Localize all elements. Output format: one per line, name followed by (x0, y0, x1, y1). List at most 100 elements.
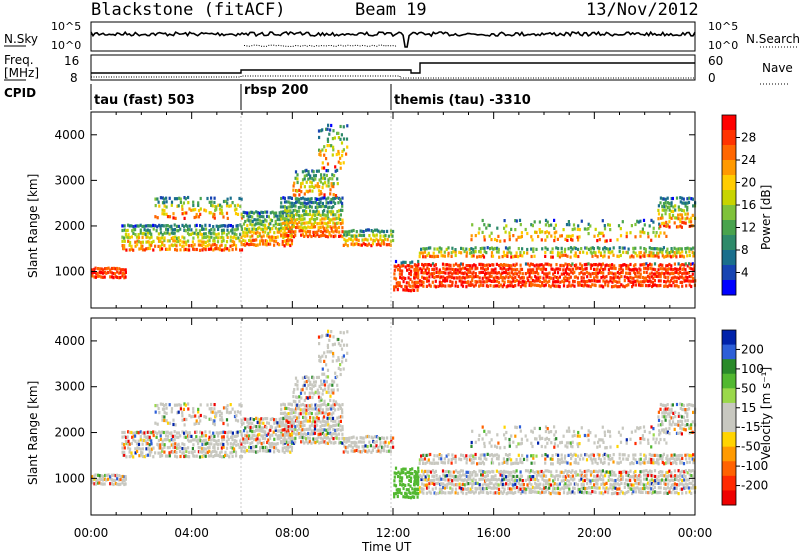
power-cell-2513 (553, 226, 556, 230)
power-cell-261 (195, 247, 198, 252)
power-cell-2692 (686, 197, 689, 201)
power-cell-619 (267, 231, 270, 235)
power-cell-2160 (418, 255, 421, 259)
power-cell-2247 (502, 250, 505, 254)
power-cell-931 (321, 196, 324, 200)
power-cell-178 (162, 224, 165, 228)
power-cell-2184 (438, 246, 441, 250)
velocity-cell-544 (249, 425, 252, 429)
velocity-cell-1126 (321, 372, 324, 376)
power-cell-2123 (681, 267, 684, 271)
velocity-cell-779 (293, 437, 296, 441)
velocity-cell-320 (213, 434, 216, 438)
power-cell-1785 (562, 268, 565, 272)
velocity-cell-1788 (564, 482, 567, 486)
velocity-cell-2155 (691, 469, 694, 473)
power-cell-1257 (382, 234, 385, 238)
power-cell-2632 (666, 224, 669, 228)
power-cell-2603 (665, 234, 668, 238)
velocity-cell-2067 (663, 486, 666, 490)
power-cell-1772 (557, 267, 560, 271)
power-cell-918 (319, 213, 322, 218)
power-cell-2704 (692, 204, 695, 208)
power-cell-822 (301, 233, 304, 237)
power-cell-36 (112, 266, 116, 270)
velocity-cell-1819 (574, 482, 577, 486)
power-cell-1226 (366, 238, 369, 242)
velocity-cell-600 (262, 426, 265, 430)
power-cell-1418 (435, 267, 438, 271)
power-cell-1502 (465, 275, 468, 279)
power-cell-1091 (321, 176, 325, 180)
velocity-cell-1407 (431, 474, 434, 478)
velocity-cell-258 (193, 449, 196, 454)
velocity-cell-769 (291, 440, 294, 444)
power-cell-2538 (577, 224, 580, 228)
power-cell-1837 (582, 284, 585, 288)
power-cell-479 (215, 205, 218, 209)
power-cell-1492 (461, 275, 465, 280)
velocity-cell-385 (236, 433, 239, 438)
power-cell-1850 (585, 270, 588, 274)
power-cell-1956 (623, 275, 626, 279)
velocity-cell-1669 (521, 482, 524, 487)
velocity-cell-365 (229, 430, 232, 434)
power-cell-1273 (393, 288, 396, 292)
power-cell-1094 (323, 177, 327, 181)
power-cell-2545 (587, 227, 590, 231)
velocity-cell-299 (208, 449, 211, 453)
velocity-cell-762 (289, 432, 292, 437)
power-cell-1730 (542, 276, 545, 280)
power-cell-1391 (426, 276, 429, 280)
power-cell-2635 (666, 196, 669, 200)
power-cell-2381 (648, 246, 651, 250)
power-cell-35 (112, 272, 115, 276)
power-cell-1132 (323, 145, 326, 149)
velocity-cell-565 (254, 438, 258, 442)
velocity-cell-1255 (383, 449, 386, 453)
power-cell-2640 (668, 208, 671, 212)
power-cell-2651 (671, 196, 674, 201)
power-cell-1755 (552, 276, 555, 280)
power-cell-717 (291, 211, 294, 215)
velocity-cell-161 (159, 454, 162, 458)
velocity-cell-1506 (467, 490, 470, 494)
power-cell-534 (247, 230, 251, 234)
velocity-cell-1002 (338, 437, 341, 441)
velocity-cell-570 (256, 450, 259, 454)
power-cell-149 (152, 227, 155, 231)
velocity-cell-411 (163, 411, 166, 415)
velocity-cell-899 (316, 419, 319, 423)
power-cell-1949 (620, 264, 623, 268)
velocity-cell-207 (173, 438, 176, 442)
cpid-segment-1: tau (fast) 503 (94, 93, 195, 108)
power-cell-1940 (618, 280, 621, 284)
power-cell-1304 (402, 264, 405, 268)
velocity-cell-1753 (551, 490, 554, 494)
velocity-cell-24 (105, 478, 108, 482)
velocity-cell-598 (262, 434, 265, 438)
velocity-cell-1933 (614, 479, 617, 483)
power-cell-1905 (605, 279, 608, 283)
velocity-cell-1721 (539, 474, 542, 478)
noise-tick-high: 10^5 (51, 20, 81, 33)
power-cell-2457 (490, 238, 493, 242)
power-cell-1939 (618, 285, 621, 289)
velocity-cell-492 (225, 410, 229, 414)
velocity-cell-100 (135, 442, 139, 446)
velocity-cell-950 (326, 441, 330, 445)
power-cell-2376 (644, 250, 647, 254)
power-cell-2099 (673, 279, 676, 283)
power-cell-793 (294, 208, 297, 212)
power-cell-1893 (600, 263, 603, 267)
velocity-cell-1233 (370, 435, 373, 439)
velocity-cell-162 (159, 451, 162, 455)
power-cell-1769 (556, 280, 560, 284)
velocity-cell-1789 (564, 477, 567, 481)
power-cell-2003 (639, 268, 642, 272)
power-cell-757 (287, 209, 290, 213)
velocity-cell-676 (283, 450, 286, 454)
velocity-cell-1377 (420, 475, 423, 479)
velocity-cell-12 (98, 481, 101, 485)
power-cell-2409 (668, 251, 671, 255)
